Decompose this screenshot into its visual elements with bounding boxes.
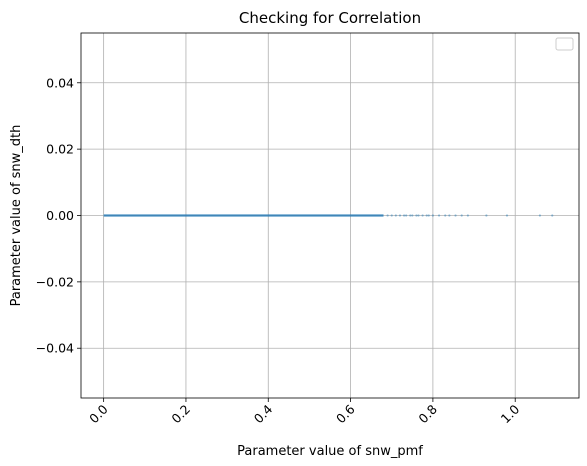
y-tick-label: −0.04 (36, 341, 74, 356)
y-tick-label: 0.02 (46, 142, 74, 157)
scatter-point (454, 214, 457, 217)
scatter-point (551, 214, 554, 217)
scatter-point (415, 214, 418, 217)
scatter-points (103, 214, 554, 217)
scatter-point (425, 214, 428, 217)
scatter-point (402, 214, 406, 217)
y-tick-label: 0.00 (46, 208, 74, 223)
scatter-point (398, 214, 402, 217)
y-tick-label: 0.04 (46, 75, 74, 90)
scatter-point (437, 214, 441, 217)
scatter-point (421, 214, 424, 217)
y-axis-label: Parameter value of snw_dth (9, 125, 24, 307)
scatter-point (431, 214, 434, 217)
scatter-point (485, 214, 488, 217)
scatter-point (409, 214, 412, 217)
scatter-point (411, 214, 414, 217)
y-axis-ticks: −0.04 −0.02 0.00 0.02 0.04 (36, 75, 81, 356)
legend-box (555, 37, 574, 51)
scatter-point (460, 214, 463, 217)
scatter-point (466, 214, 469, 217)
scatter-point (448, 214, 451, 217)
x-axis-label: Parameter value of snw_pmf (237, 444, 423, 459)
scatter-point (505, 214, 509, 217)
scatter-point (417, 214, 420, 217)
scatter-point (444, 214, 447, 217)
chart-title: Checking for Correlation (239, 9, 421, 27)
scatter-point (386, 214, 389, 217)
scatter-point (405, 214, 408, 217)
scatter-point (538, 214, 542, 217)
scatter-point (394, 214, 397, 217)
scatter-point (390, 214, 393, 217)
scatter-point (427, 214, 430, 217)
y-tick-label: −0.02 (36, 274, 74, 289)
